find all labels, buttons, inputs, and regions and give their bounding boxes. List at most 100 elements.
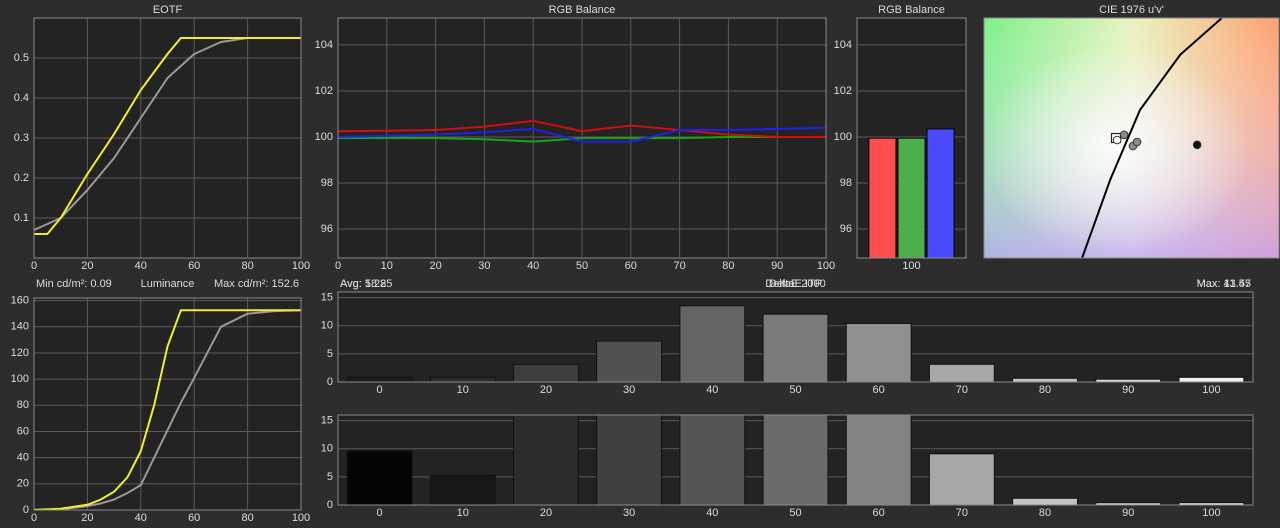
x-tick-label: 80 [1039, 507, 1051, 519]
bar [897, 137, 926, 258]
bar [845, 322, 912, 382]
plot-border [33, 297, 302, 511]
x-tick-label: 0 [31, 512, 37, 524]
x-tick-label: 0 [335, 260, 341, 272]
header-right-label: Max cd/m²: 152.6 [214, 278, 299, 290]
y-tick-label: 104 [315, 39, 333, 51]
bar [596, 415, 663, 505]
bar [1178, 502, 1245, 505]
bar [868, 137, 897, 258]
x-tick-label: 60 [188, 260, 200, 272]
chart-title: DeltaE 2000 [765, 278, 826, 290]
y-tick-label: 140 [11, 321, 29, 333]
plot-content [857, 44, 966, 258]
bar [1095, 378, 1162, 382]
x-tick-label: 70 [673, 260, 685, 272]
x-tick-label: 30 [623, 507, 635, 519]
y-tick-label: 60 [17, 425, 29, 437]
chart-title: EOTF [153, 4, 183, 16]
bar [679, 305, 746, 382]
bar [513, 363, 579, 382]
x-tick-label: 20 [540, 507, 552, 519]
chart-title: RGB Balance [878, 4, 945, 16]
x-tick-label: 50 [789, 384, 801, 396]
bar [1095, 502, 1162, 505]
header-right-label: Max: 13.55 [1197, 278, 1251, 290]
x-tick-label: 50 [576, 260, 588, 272]
series-line [34, 37, 301, 235]
y-tick-label: 98 [840, 177, 852, 189]
measured-point [1112, 135, 1122, 145]
y-tick-label: 100 [834, 131, 852, 143]
x-tick-label: 40 [706, 507, 718, 519]
y-tick-label: 15 [321, 415, 333, 427]
plot-content [338, 415, 1253, 505]
x-tick-label: 100 [1202, 507, 1220, 519]
bar [928, 363, 995, 382]
plot-content [34, 298, 301, 510]
x-tick-label: 20 [429, 260, 441, 272]
x-tick-label: 80 [241, 260, 253, 272]
x-tick-label: 60 [188, 512, 200, 524]
plot-content [1081, 18, 1223, 258]
y-tick-label: 20 [17, 478, 29, 490]
x-tick-label: 10 [381, 260, 393, 272]
y-tick-label: 100 [11, 373, 29, 385]
y-tick-label: 0 [327, 499, 333, 511]
y-tick-label: 100 [315, 131, 333, 143]
y-tick-label: 10 [321, 443, 333, 455]
y-tick-label: 0.2 [14, 172, 29, 184]
header-left-label: Avg: 5.22 [340, 278, 386, 290]
plot-border [856, 17, 967, 259]
plot-border [337, 414, 1254, 506]
bar [762, 313, 829, 382]
y-tick-label: 0 [327, 376, 333, 388]
measured-point [1119, 130, 1129, 140]
x-tick-label: 10 [457, 384, 469, 396]
measured-point [1132, 137, 1142, 147]
x-tick-label: 30 [623, 384, 635, 396]
bar [596, 340, 663, 382]
x-tick-label: 60 [873, 507, 885, 519]
y-tick-label: 0.3 [14, 132, 29, 144]
x-tick-label: 80 [1039, 384, 1051, 396]
y-tick-label: 0.1 [14, 212, 29, 224]
y-tick-label: 80 [17, 399, 29, 411]
y-tick-label: 0.5 [14, 52, 29, 64]
plot-content [338, 18, 826, 258]
bar [1012, 377, 1078, 382]
y-tick-label: 40 [17, 452, 29, 464]
bar [762, 415, 829, 505]
x-tick-label: 20 [81, 260, 93, 272]
plot-border [337, 291, 1254, 383]
x-tick-label: 40 [706, 384, 718, 396]
x-tick-label: 90 [1122, 384, 1134, 396]
x-tick-label: 70 [956, 507, 968, 519]
y-tick-label: 0.4 [14, 92, 29, 104]
bar [346, 376, 413, 382]
x-tick-label: 70 [956, 384, 968, 396]
x-tick-label: 20 [540, 384, 552, 396]
plot-area [34, 298, 301, 510]
y-tick-label: 102 [315, 85, 333, 97]
bar [429, 376, 496, 382]
series-line [34, 309, 301, 510]
x-tick-label: 100 [902, 260, 920, 272]
bar [513, 415, 579, 505]
plot-border [983, 17, 1280, 259]
series-line [338, 126, 826, 143]
bar [679, 415, 746, 505]
y-tick-label: 160 [11, 295, 29, 307]
series-line [338, 119, 826, 138]
y-tick-label: 5 [327, 348, 333, 360]
x-tick-label: 0 [377, 384, 383, 396]
planckian-locus [1081, 18, 1223, 258]
x-tick-label: 0 [31, 260, 37, 272]
x-tick-label: 100 [292, 512, 310, 524]
x-tick-label: 60 [873, 384, 885, 396]
plot-content [34, 18, 301, 258]
x-tick-label: 40 [527, 260, 539, 272]
bar [928, 453, 995, 505]
measured-point [1192, 140, 1202, 150]
